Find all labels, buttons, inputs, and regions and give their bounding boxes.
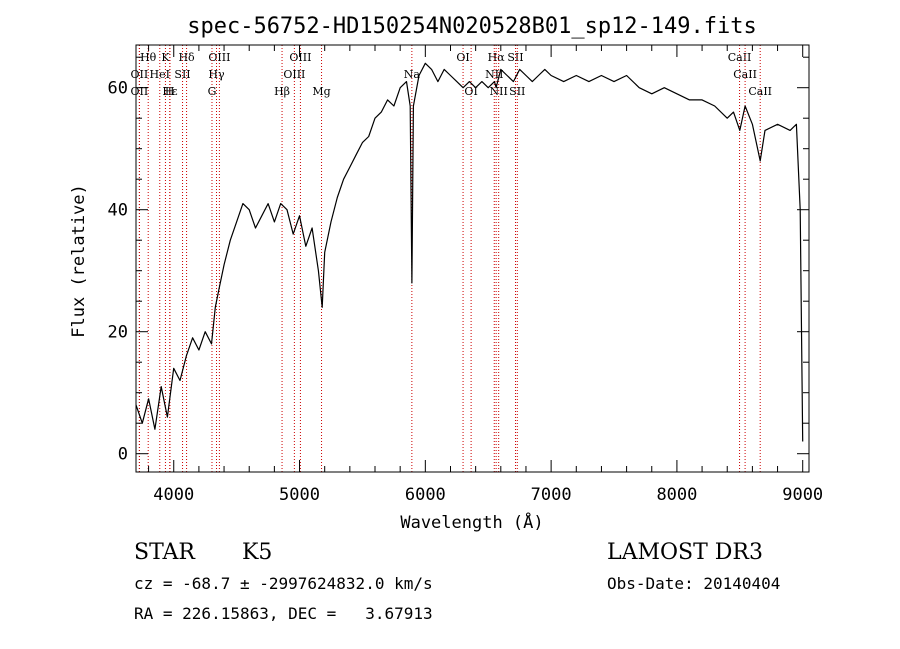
line-marker-label: Na	[404, 68, 421, 81]
line-marker-label: SII	[507, 51, 523, 64]
line-marker-label: NII	[490, 85, 508, 98]
obs-date: Obs-Date: 20140404	[607, 574, 781, 593]
line-marker-label: CaII	[728, 51, 752, 64]
y-tick-label: 0	[118, 445, 128, 465]
x-tick-label: 7000	[531, 485, 572, 505]
redshift-readout: cz = -68.7 ± -2997624832.0 km/s	[134, 574, 433, 593]
line-marker-label: CaII	[733, 68, 757, 81]
survey-name: LAMOST DR3	[607, 540, 763, 565]
line-marker-label: H	[165, 85, 175, 98]
line-marker-label: K	[161, 51, 170, 64]
line-marker-label: CaII	[748, 85, 772, 98]
line-marker-label: SII	[174, 68, 190, 81]
line-marker-label: Mg	[312, 85, 330, 98]
line-marker-label: OIII	[289, 51, 311, 64]
line-marker-label: OI	[464, 85, 477, 98]
chart-title: spec-56752-HD150254N020528B01_sp12-149.f…	[187, 14, 757, 39]
line-marker-label: OIII	[208, 51, 230, 64]
spectrum-series	[135, 62, 804, 442]
line-marker-label: Hε	[162, 85, 178, 98]
line-marker-label: OI	[456, 51, 469, 64]
axes: 4000 5000 6000 7000 8000 9000 0 20 40 60	[108, 44, 823, 505]
y-tick-label: 40	[108, 201, 128, 221]
line-marker-label: Hβ	[274, 85, 290, 98]
spectrum-chart: spec-56752-HD150254N020528B01_sp12-149.f…	[69, 14, 823, 533]
plot-frame	[135, 44, 810, 473]
y-tick-label: 60	[108, 79, 128, 99]
line-marker-label: Hθ	[140, 51, 157, 64]
spectrum-line	[135, 62, 804, 442]
line-markers: Hθ OII K HeI Hδ SII OIII Hγ OII HεH G OIII OIII Hβ Mg N…	[131, 45, 772, 472]
x-axis-label: Wavelength (Å)	[400, 511, 543, 533]
line-marker-label: Hα	[488, 51, 506, 64]
line-marker-label: OII	[131, 85, 149, 98]
y-tick-label: 20	[108, 323, 128, 343]
x-tick-label: 5000	[279, 485, 320, 505]
line-marker-label: Hδ	[178, 51, 195, 64]
x-tick-label: 8000	[656, 485, 697, 505]
object-class: STAR	[134, 540, 195, 565]
x-tick-label: 9000	[782, 485, 823, 505]
line-marker-label: Hγ	[208, 68, 225, 81]
x-tick-label: 4000	[153, 485, 194, 505]
coordinates: RA = 226.15863, DEC = 3.67913	[134, 604, 433, 623]
x-tick-label: 6000	[405, 485, 446, 505]
line-marker-label: OII	[131, 68, 149, 81]
line-marker-label: SII	[509, 85, 525, 98]
line-marker-label: HeI	[150, 68, 170, 81]
line-marker-label: G	[208, 85, 217, 98]
subclass: K5	[242, 540, 273, 565]
y-axis-label: Flux (relative)	[69, 184, 89, 338]
line-marker-label: OIII	[283, 68, 305, 81]
